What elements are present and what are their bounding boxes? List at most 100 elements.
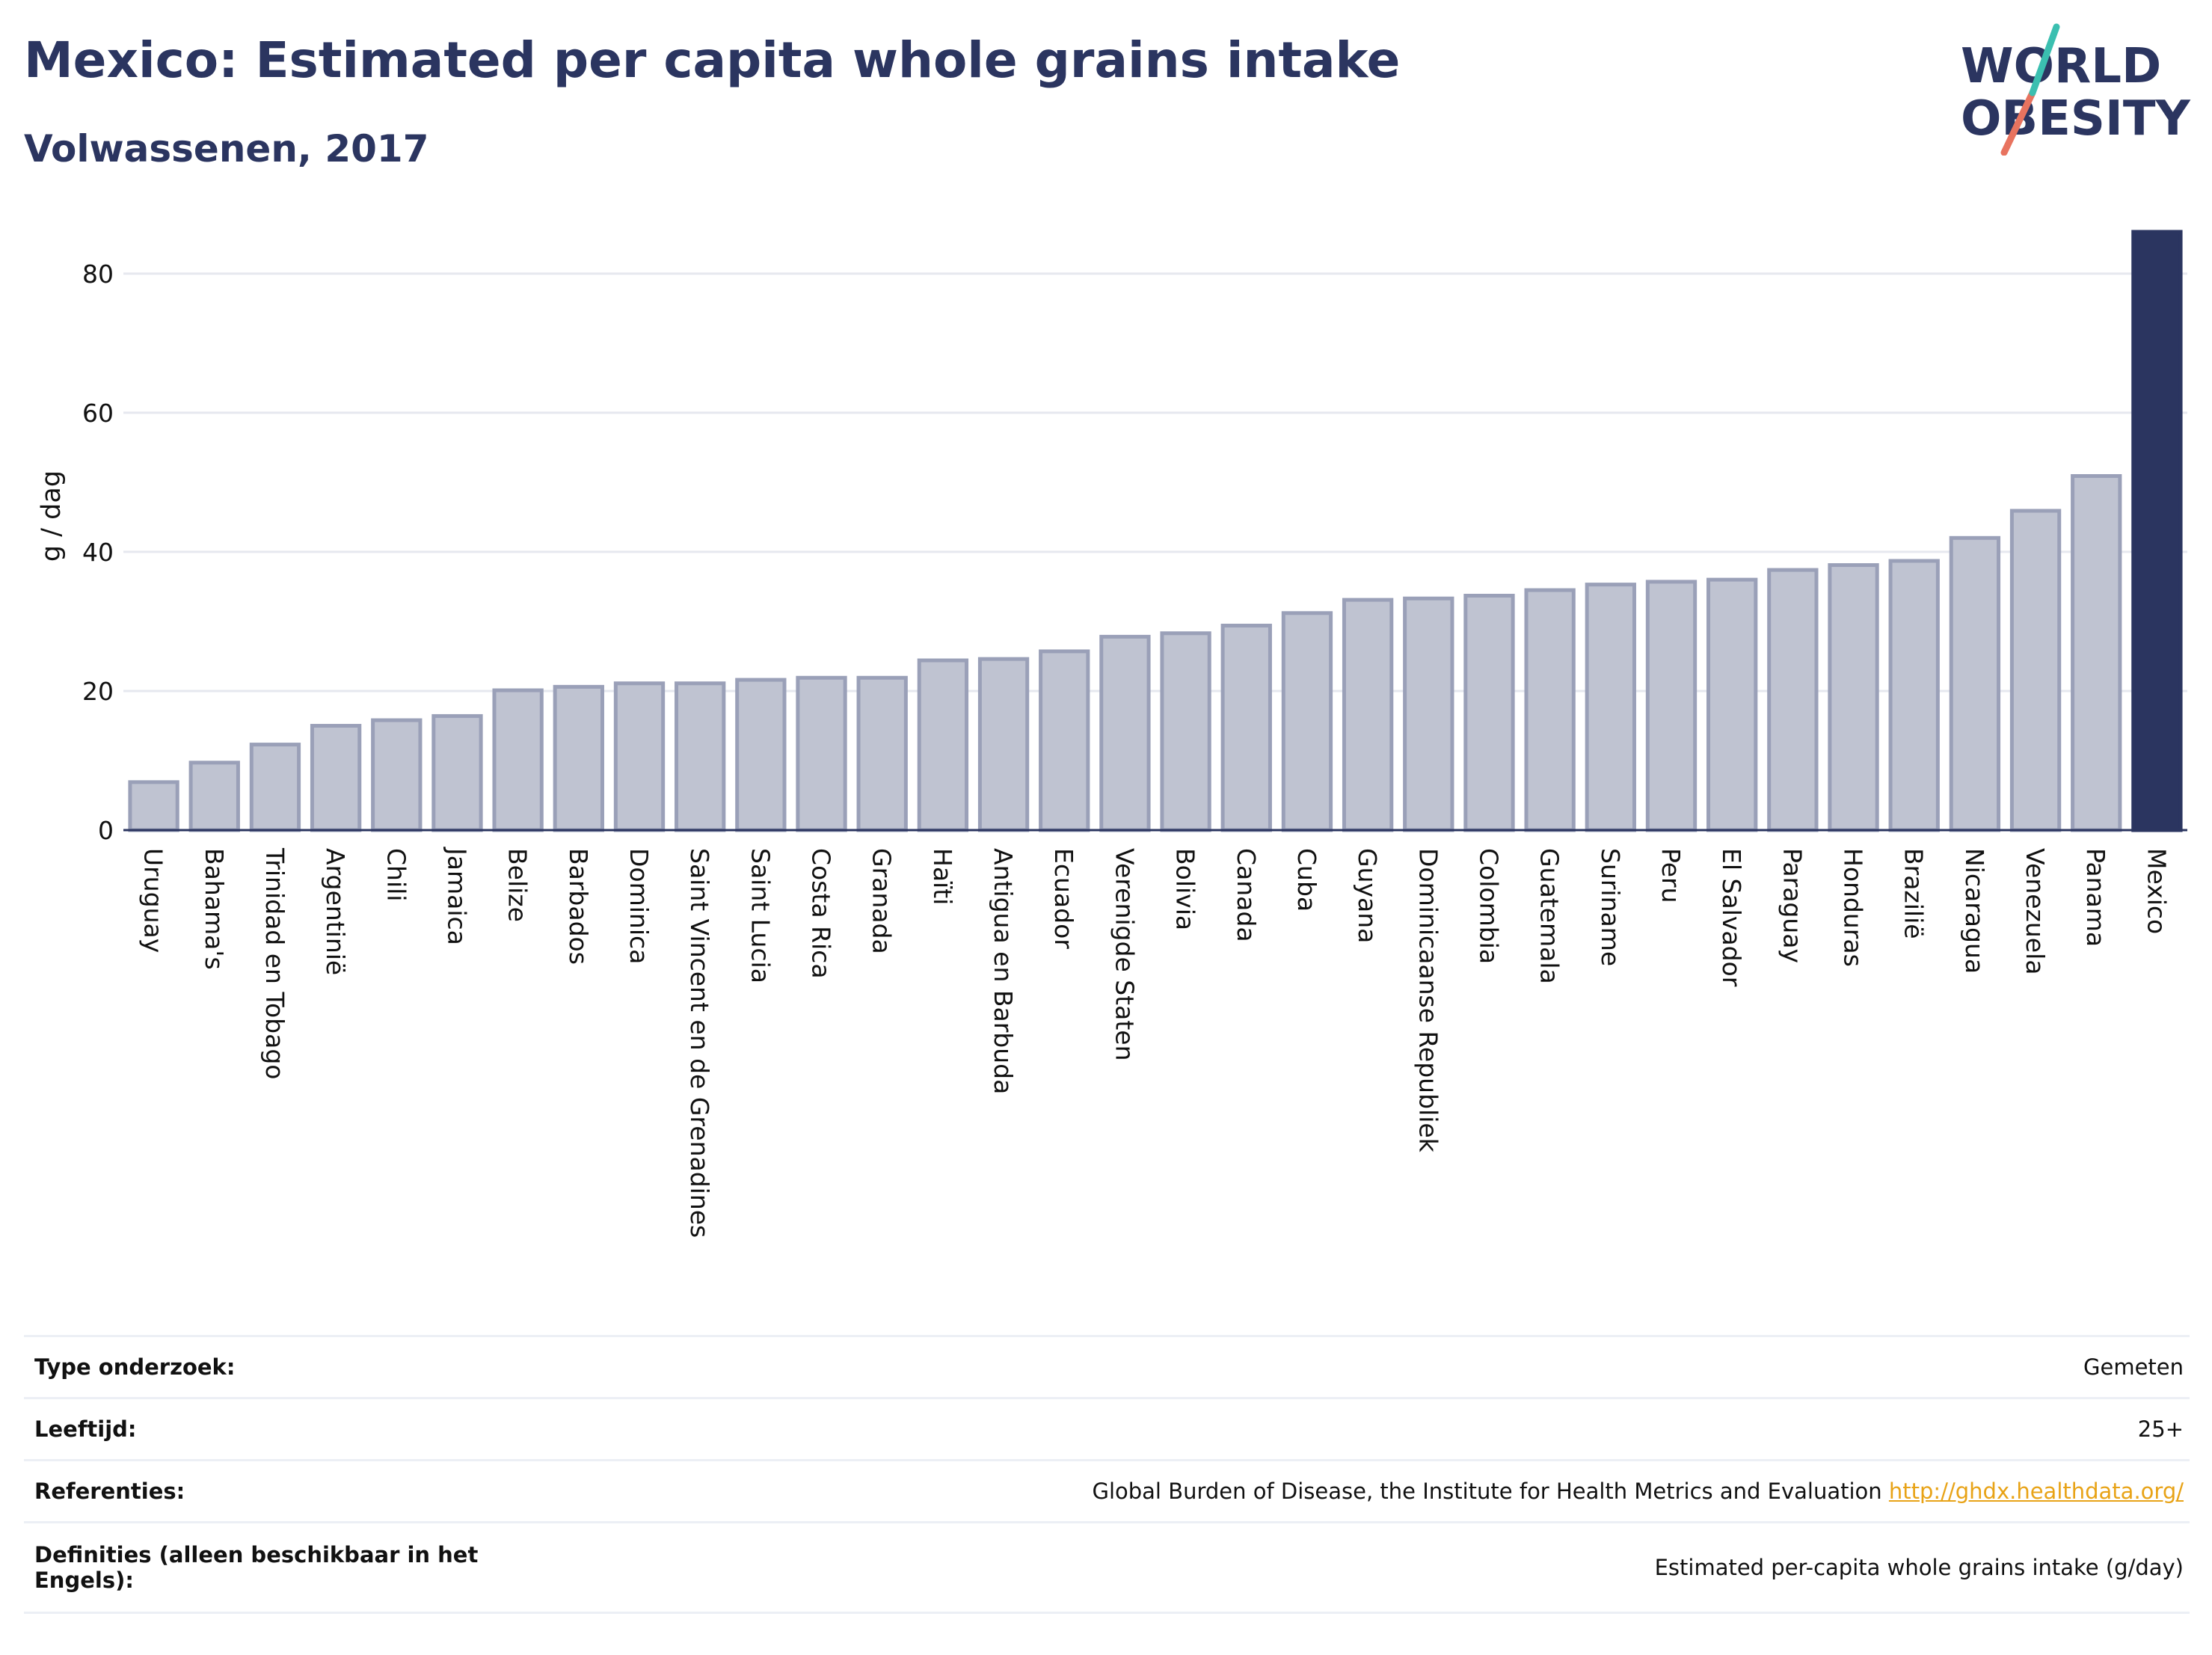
world-obesity-logo: WORLD OBESITY — [1961, 23, 2190, 156]
info-value: 25+ — [519, 1397, 2190, 1461]
x-tick-label: Cuba — [1292, 848, 1321, 912]
info-row-survey-type: Type onderzoek: Gemeten — [24, 1335, 2190, 1398]
x-tick-label: Mexico — [2142, 848, 2171, 934]
x-tick-label: Guyana — [1353, 848, 1382, 943]
y-axis-title: g / dag — [37, 470, 67, 562]
x-tick-label: Brazilië — [1899, 848, 1929, 939]
x-tick-label: Saint Lucia — [746, 848, 775, 983]
x-tick-label: Chili — [381, 848, 411, 901]
bar-suriname[interactable] — [1585, 583, 1636, 832]
x-tick-label: El Salvador — [1717, 848, 1746, 987]
x-axis-labels: Uruguay Bahama's Trinidad en Tobago Argenti… — [139, 847, 2172, 1238]
x-tick-label: Granada — [867, 848, 897, 954]
chart-title: Mexico: Estimated per capita whole grain… — [24, 31, 1401, 89]
bar-trinidad-en-tobago[interactable] — [249, 743, 301, 832]
x-tick-label: Bolivia — [1171, 848, 1200, 930]
x-tick-label: Costa Rica — [807, 848, 836, 979]
info-row-age: Leeftijd: 25+ — [24, 1397, 2190, 1461]
info-value-references: Global Burden of Disease, the Institute … — [519, 1459, 2190, 1523]
bar-chart: 0 20 40 60 80 Uruguay Bahama's Trinidad en Tob… — [37, 230, 2187, 1238]
x-tick-label: Guatemala — [1535, 848, 1564, 984]
x-tick-label: Saint Vincent en de Grenadines — [685, 848, 714, 1238]
info-label: Definities (alleen beschikbaar in het En… — [24, 1521, 519, 1614]
x-tick-label: Peru — [1656, 848, 1686, 903]
x-tick-label: Ecuador — [1049, 848, 1078, 949]
bar-guatemala[interactable] — [1524, 588, 1576, 832]
x-tick-label: Nicaragua — [1960, 848, 1989, 974]
info-value: Gemeten — [519, 1335, 2190, 1398]
bar-venezuela[interactable] — [2009, 509, 2062, 832]
logo-line1: WORLD — [1961, 39, 2161, 94]
bar-peru[interactable] — [1645, 580, 1698, 832]
y-tick-label: 40 — [82, 538, 114, 567]
bar-chili[interactable] — [371, 718, 423, 832]
bar-el-salvador[interactable] — [1706, 577, 1758, 832]
bar-dominica[interactable] — [613, 681, 666, 832]
bar-verenigde-staten[interactable] — [1099, 634, 1151, 832]
x-tick-label: Barbados — [564, 848, 593, 965]
bar-dominicaanse-republiek[interactable] — [1403, 596, 1454, 832]
bar-brazili-[interactable] — [1888, 559, 1940, 832]
x-tick-label: Dominicaanse Republiek — [1413, 848, 1443, 1153]
y-axis-ticks: 0 20 40 60 80 — [82, 260, 114, 845]
bar-costa-rica[interactable] — [796, 675, 847, 832]
bar-bahama-s[interactable] — [188, 761, 240, 832]
bar-colombia[interactable] — [1463, 594, 1515, 832]
x-tick-label: Argentinië — [321, 848, 350, 975]
x-tick-label: Trinidad en Tobago — [260, 847, 289, 1080]
bar-bolivia[interactable] — [1160, 631, 1211, 832]
info-value: Estimated per-capita whole grains intake… — [519, 1521, 2190, 1614]
bar-ecuador[interactable] — [1039, 649, 1090, 832]
y-tick-label: 0 — [98, 816, 114, 845]
bar-jamaica[interactable] — [431, 713, 483, 832]
x-tick-label: Canada — [1232, 848, 1261, 942]
bar-antigua-en-barbuda[interactable] — [977, 657, 1030, 832]
x-tick-label: Venezuela — [2021, 848, 2050, 974]
info-row-definitions: Definities (alleen beschikbaar in het En… — [24, 1521, 2190, 1614]
info-row-references: Referenties: Global Burden of Disease, t… — [24, 1459, 2190, 1523]
bar-honduras[interactable] — [1828, 563, 1879, 832]
info-table: Type onderzoek: Gemeten Leeftijd: 25+ Re… — [24, 1335, 2190, 1614]
y-tick-label: 80 — [82, 260, 114, 289]
bar-guyana[interactable] — [1342, 598, 1394, 832]
x-tick-label: Bahama's — [200, 848, 229, 970]
bar-cuba[interactable] — [1281, 611, 1333, 832]
x-tick-label: Suriname — [1596, 848, 1625, 966]
bar-granada[interactable] — [856, 675, 908, 832]
logo-slash-teal — [2029, 23, 2060, 96]
bar-barbados[interactable] — [553, 684, 604, 832]
bar-saint-vincent-en-de-grenadines[interactable] — [675, 681, 726, 832]
bar-canada[interactable] — [1220, 624, 1272, 832]
logo-line2: OBESITY — [1961, 91, 2190, 147]
bar-argentini-[interactable] — [310, 723, 362, 832]
x-tick-label: Colombia — [1474, 848, 1503, 964]
x-tick-label: Honduras — [1839, 848, 1868, 967]
bar-mexico[interactable] — [2131, 230, 2183, 832]
x-tick-label: Antigua en Barbuda — [989, 848, 1018, 1094]
chart-subtitle: Volwassenen, 2017 — [24, 127, 429, 171]
info-label: Referenties: — [24, 1459, 519, 1523]
bar-ha-ti[interactable] — [917, 658, 969, 832]
reference-link[interactable]: http://ghdx.healthdata.org/ — [1888, 1479, 2184, 1504]
bar-belize[interactable] — [492, 688, 544, 832]
logo-slash-coral — [2000, 89, 2036, 156]
x-tick-label: Uruguay — [139, 848, 168, 953]
bar-uruguay[interactable] — [128, 780, 179, 832]
x-tick-label: Verenigde Staten — [1110, 848, 1139, 1061]
bar-panama[interactable] — [2071, 474, 2122, 832]
x-tick-label: Belize — [503, 848, 532, 922]
x-tick-label: Panama — [2081, 848, 2110, 947]
x-tick-label: Jamaica — [442, 847, 471, 945]
x-tick-label: Haïti — [928, 848, 957, 905]
bar-saint-lucia[interactable] — [735, 678, 787, 832]
reference-text: Global Burden of Disease, the Institute … — [1092, 1479, 1882, 1504]
y-tick-label: 60 — [82, 399, 114, 428]
bar-nicaragua[interactable] — [1949, 535, 2001, 832]
info-label: Leeftijd: — [24, 1397, 519, 1461]
x-tick-label: Dominica — [624, 848, 654, 964]
info-label: Type onderzoek: — [24, 1335, 519, 1398]
bar-paraguay[interactable] — [1767, 568, 1819, 832]
y-tick-label: 20 — [82, 677, 114, 706]
bars — [128, 230, 2183, 832]
x-tick-label: Paraguay — [1778, 848, 1807, 963]
